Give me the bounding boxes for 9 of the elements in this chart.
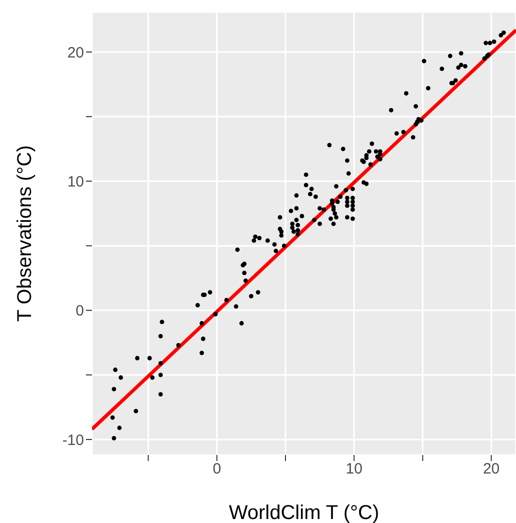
x-tick-label: 20 — [482, 460, 500, 478]
x-tick-label: 0 — [212, 460, 222, 478]
x-axis-title: WorldClim T (°C) — [228, 502, 380, 523]
y-tick-label: 0 — [76, 302, 84, 320]
x-tick-label: 10 — [346, 460, 362, 478]
y-tick-label: -10 — [62, 432, 84, 449]
y-tick-label: 10 — [67, 174, 84, 191]
y-axis-title: T Observations (°C) — [14, 145, 36, 322]
y-tick-label: 20 — [67, 44, 84, 62]
